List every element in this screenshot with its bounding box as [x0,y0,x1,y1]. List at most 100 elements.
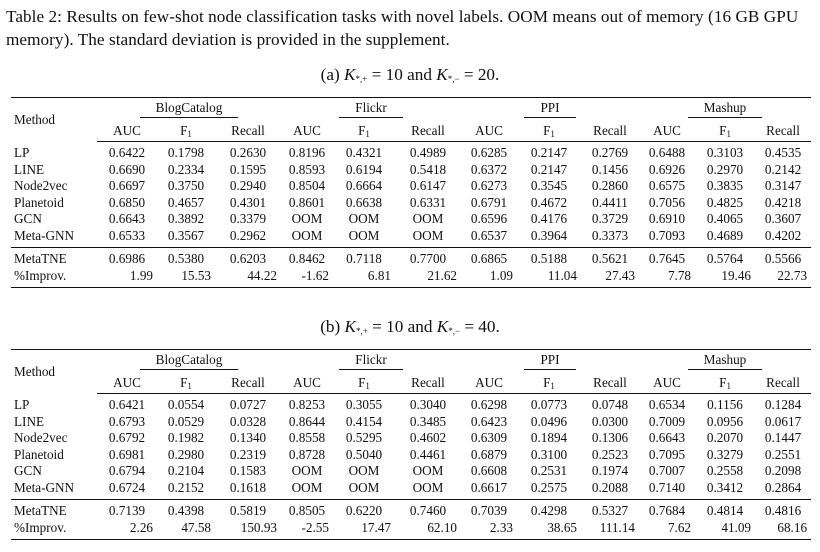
result-cell: 0.5380 [167,251,205,267]
result-cell: 0.6203 [229,251,267,267]
result-cell: 0.3100 [530,446,568,462]
result-cell: 1.09 [461,267,517,288]
result-cell: 0.2147 [530,145,568,161]
panel-label-var: K [344,317,356,336]
result-cell: 62.10 [395,519,461,540]
result-cell: 0.6423 [470,413,508,429]
metric-f: F [180,122,188,138]
result-cell: 0.5764 [706,251,744,267]
result-cell: 0.6596 [470,211,508,227]
result-cell: 0.0554 [167,397,205,413]
panel-label-mid: = 10 and [367,317,437,336]
panel-label-sub: *,+ [355,74,368,84]
method-name: %Improv. [11,519,97,540]
result-cell: 0.6147 [409,178,447,194]
result-cell: 0.6534 [648,397,686,413]
table-row: %Improv. 2.26 47.58 150.93 -2.55 17.47 62.10 2.… [11,519,812,540]
result-cell: 0.4202 [755,227,812,248]
dataset-header: Flickr [281,97,461,120]
result-cell: 0.6643 [648,430,686,446]
result-cell: 0.5040 [345,446,383,462]
result-cell: 38.65 [517,519,581,540]
result-cell: 0.8505 [288,503,326,519]
method-name: GCN [14,211,42,227]
metric-header-recall: Recall [215,120,281,142]
metric-f-sub: 1 [365,128,370,139]
result-cell: 0.3607 [764,211,802,227]
result-cell: 15.53 [157,267,215,288]
table-row: Meta-GNN 0.6724 0.2152 0.1618 OOM OOM OOM 0.661… [11,479,812,500]
panel-label-sub: *,− [447,74,460,84]
result-cell: 0.6865 [470,251,508,267]
result-cell: 0.4301 [229,194,267,210]
result-cell: 11.04 [517,267,581,288]
result-cell: 0.2098 [764,463,802,479]
result-cell: 0.6910 [648,211,686,227]
result-cell: 0.2152 [157,479,215,500]
result-cell: 0.3892 [167,211,205,227]
result-cell: 0.3964 [517,227,581,248]
result-cell: 0.4411 [592,194,628,210]
header-row-metrics: AUC F1 Recall AUC F1 Recall AUC F1 Recall AUC F1 Re… [11,120,812,142]
result-cell: 0.4176 [530,211,568,227]
result-cell: 0.8462 [288,251,326,267]
table-row: Node2vec 0.6792 0.1982 0.1340 0.8558 0.5295 0.… [11,430,811,447]
dataset-header: BlogCatalog [97,349,281,372]
result-cell: 27.43 [581,267,640,288]
result-cell: 0.0956 [706,413,744,429]
result-cell: 0.5819 [229,503,267,519]
dataset-header: Mashup [639,349,812,372]
result-cell: 0.7140 [639,479,696,500]
table-row: MetaTNE 0.7139 0.4398 0.5819 0.8505 0.6220 0.7… [11,500,811,520]
table-row: GCN 0.6794 0.2104 0.1583 OOM OOM OOM 0.6608 0.25… [11,463,811,480]
dataset-name: Flickr [339,100,403,118]
table-row: LP 0.6421 0.0554 0.0727 0.8253 0.3055 0.3040 0.… [11,394,811,414]
result-cell: 0.4814 [706,503,744,519]
metric-f-sub: 1 [726,380,731,391]
dataset-name: Mashup [687,352,763,370]
result-cell: -2.55 [281,519,333,540]
dataset-name: BlogCatalog [139,100,239,118]
result-cell: 0.7460 [409,503,447,519]
method-name: GCN [14,463,42,479]
result-cell: 0.2962 [215,227,281,248]
metric-header-f1: F1 [695,120,756,142]
result-cell: 0.2104 [167,463,205,479]
metric-header-f1: F1 [333,372,395,394]
result-cell: 0.6724 [97,479,157,500]
result-cell: 0.6488 [648,145,686,161]
result-cell: 0.6309 [470,430,508,446]
result-cell: 0.3545 [530,178,568,194]
result-cell: 0.6792 [108,430,146,446]
panel-label-var: K [436,317,449,336]
result-cell: 0.4218 [764,194,802,210]
panel-label-prefix: (a) [320,65,345,84]
result-cell: 0.3279 [706,446,744,462]
method-name: Meta-GNN [11,479,97,500]
result-cell: OOM [412,211,444,227]
result-cell: 0.7007 [648,463,686,479]
result-cell: 0.0773 [530,397,568,413]
result-cell: 0.6791 [470,194,508,210]
result-cell: 0.3412 [695,479,756,500]
result-cell: OOM [395,479,461,500]
metric-f: F [543,374,551,390]
result-cell: 1.99 [97,267,157,288]
metric-f: F [719,374,727,390]
dataset-name: PPI [524,352,576,370]
method-name: LP [14,145,30,160]
result-cell: 0.7118 [346,251,382,267]
metric-header-recall: Recall [395,120,461,142]
table-row: Node2vec 0.6697 0.3750 0.2940 0.8504 0.6664 0.… [11,178,811,195]
result-cell: 0.1982 [167,430,205,446]
result-cell: 0.3835 [706,178,744,194]
result-cell: 0.2980 [167,446,205,462]
dataset-header: PPI [461,97,640,120]
table-row: %Improv. 1.99 15.53 44.22 -1.62 6.81 21.62 1.09… [11,267,812,288]
result-cell: 0.2070 [706,430,744,446]
result-cell: 0.6617 [461,479,517,500]
result-cell: 0.1974 [591,463,629,479]
result-cell: 0.6986 [108,251,146,267]
result-cell: OOM [395,227,461,248]
metric-header-recall: Recall [581,120,640,142]
